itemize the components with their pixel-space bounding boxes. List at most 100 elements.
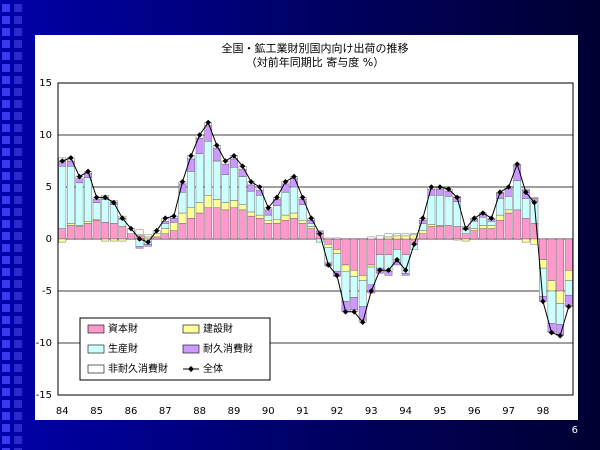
line-marker [282, 179, 289, 185]
bar-segment [264, 214, 273, 221]
line-marker [316, 231, 323, 237]
line-marker [222, 158, 229, 164]
bar-segment [521, 217, 530, 240]
square [2, 100, 10, 108]
line-marker [565, 303, 572, 310]
line-marker [548, 329, 555, 336]
line-marker [308, 215, 315, 221]
y-tick-label: 15 [39, 78, 52, 89]
bar-segment [547, 238, 556, 281]
bar-segment [290, 186, 298, 214]
bar-segment [470, 228, 479, 231]
y-tick-label: -10 [36, 338, 52, 349]
bar-segment [461, 238, 470, 242]
line-marker [256, 184, 263, 190]
square [2, 256, 10, 264]
square [14, 64, 22, 72]
bar-segment [393, 235, 401, 240]
bar-segment [273, 219, 281, 224]
legend-swatch [87, 364, 105, 374]
bar-segment [307, 226, 316, 229]
bar-segment [281, 191, 290, 216]
bar-segment [75, 182, 84, 226]
chart-title: 全国・鉱工業財別国内向け出荷の推移 [222, 41, 409, 55]
legend-label: 生産財 [108, 342, 138, 355]
bar-segment [513, 209, 522, 240]
bar-segment [204, 207, 213, 240]
plot-border [57, 82, 574, 396]
square [2, 184, 10, 192]
bar-segment [444, 225, 453, 240]
bar-segment [92, 202, 101, 220]
bar-segment [333, 253, 341, 272]
bar-segment [187, 217, 195, 240]
line-marker [205, 119, 212, 126]
square [14, 40, 22, 48]
line-marker [76, 173, 83, 180]
square [14, 232, 22, 240]
line-marker [59, 158, 66, 164]
bar-segment [264, 209, 273, 216]
legend-swatch [182, 344, 200, 354]
x-tick-label: 98 [537, 406, 550, 417]
bar-segment [238, 209, 247, 240]
line-marker [377, 267, 383, 273]
bar-segment [410, 233, 419, 236]
x-tick-label: 94 [399, 406, 412, 417]
bar-segment [470, 230, 479, 240]
bar-segment [324, 243, 333, 248]
line-marker [291, 173, 297, 180]
bar-segment [109, 238, 118, 242]
bar-segment [418, 230, 427, 234]
line-marker [342, 309, 349, 315]
bar-segment [118, 226, 127, 240]
bar-segment [513, 180, 522, 211]
bar-segment [84, 223, 92, 240]
bar-segment [350, 276, 358, 298]
slide-number: 6 [572, 425, 578, 436]
bar-segment [367, 266, 376, 285]
bar-segment [298, 223, 307, 240]
bar-segment [436, 188, 444, 196]
square [14, 4, 22, 12]
legend-label: 耐久消費財 [203, 342, 253, 355]
bar-segment [401, 273, 410, 276]
bar-segment [479, 228, 487, 240]
bar-segment [530, 238, 539, 245]
square [14, 76, 22, 84]
bar-segment [118, 238, 127, 242]
bar-segment [238, 176, 247, 205]
bar-segment [504, 196, 513, 211]
bar-segment [101, 238, 110, 242]
bar-segment [367, 264, 376, 268]
square [2, 88, 10, 96]
square [14, 256, 22, 264]
line-marker [411, 241, 418, 247]
bar-segment [367, 238, 376, 266]
line-marker [188, 153, 194, 159]
bar-segment [221, 163, 230, 175]
chart-subtitle: （対前年同期比 寄与度 %） [246, 55, 384, 69]
bar-segment [436, 195, 444, 226]
bar-segment [247, 184, 255, 192]
line-marker [102, 194, 109, 201]
line-marker [488, 215, 495, 221]
x-tick-label: 92 [331, 406, 344, 417]
line-marker [325, 262, 332, 268]
bar-segment [212, 207, 221, 240]
y-tick-label: -5 [42, 286, 52, 297]
square [14, 100, 22, 108]
bar-segment [109, 223, 118, 240]
bar-segment [350, 238, 358, 271]
bar-segment [496, 220, 504, 240]
bar-segment [556, 290, 564, 304]
legend-swatch [182, 324, 200, 334]
bar-segment [358, 275, 367, 281]
bar-segment [178, 223, 187, 240]
line-marker [334, 272, 340, 279]
line-marker [299, 194, 306, 201]
legend-marker [188, 366, 194, 372]
line-marker [351, 309, 357, 315]
bar-segment [67, 225, 75, 240]
